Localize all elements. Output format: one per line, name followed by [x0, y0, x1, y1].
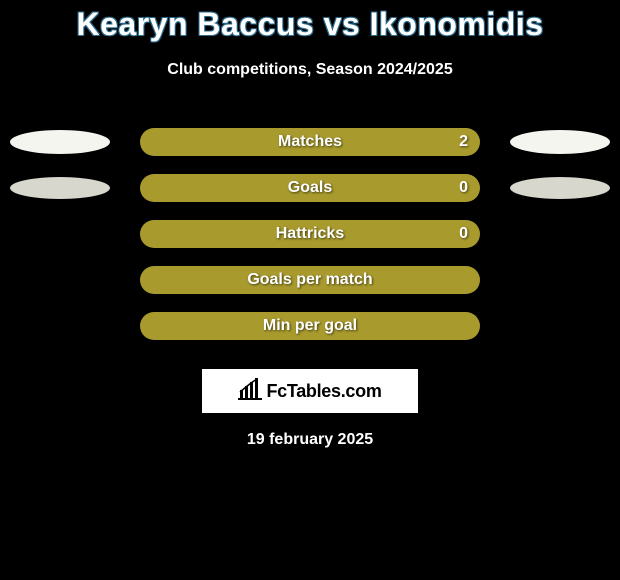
- stat-row: Goals per match: [0, 257, 620, 303]
- stat-row: Min per goal: [0, 303, 620, 349]
- stat-bar: Goals 0: [140, 174, 480, 202]
- right-ellipse: [510, 177, 610, 199]
- stat-label: Hattricks: [276, 225, 344, 243]
- stat-bar: Min per goal: [140, 312, 480, 340]
- right-ellipse: [510, 130, 610, 154]
- stat-row: Matches 2: [0, 119, 620, 165]
- fctables-logo: FcTables.com: [202, 369, 418, 413]
- comparison-subtitle: Club competitions, Season 2024/2025: [0, 61, 620, 79]
- stat-label: Goals: [288, 179, 332, 197]
- comparison-title: Kearyn Baccus vs Ikonomidis: [0, 0, 620, 43]
- stat-bar: Matches 2: [140, 128, 480, 156]
- stats-rows: Matches 2 Goals 0 Hattricks 0 Goals per match M…: [0, 119, 620, 349]
- bar-chart-icon: [238, 378, 262, 405]
- left-ellipse: [10, 177, 110, 199]
- stat-row: Goals 0: [0, 165, 620, 211]
- stat-label: Matches: [278, 133, 342, 151]
- stat-bar: Goals per match: [140, 266, 480, 294]
- logo-text: FcTables.com: [266, 381, 381, 402]
- stat-value: 0: [459, 179, 468, 197]
- left-ellipse: [10, 130, 110, 154]
- stat-value: 0: [459, 225, 468, 243]
- stat-bar: Hattricks 0: [140, 220, 480, 248]
- stat-label: Min per goal: [263, 317, 357, 335]
- stat-row: Hattricks 0: [0, 211, 620, 257]
- stat-label: Goals per match: [247, 271, 372, 289]
- footer-date: 19 february 2025: [0, 431, 620, 449]
- stat-value: 2: [459, 133, 468, 151]
